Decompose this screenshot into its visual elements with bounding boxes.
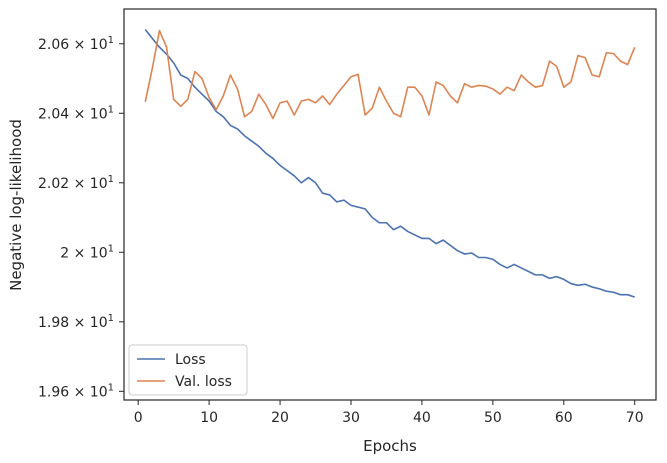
- x-axis: 0 10 20 30 40 50 60 70: [134, 400, 644, 426]
- y-tick-label: 2.04 × 101: [38, 104, 114, 122]
- series-line-val-loss: [144, 29, 636, 120]
- plot-frame: [123, 8, 657, 401]
- x-tick-label: 20: [271, 410, 289, 426]
- plot-lines: [144, 29, 636, 298]
- x-tick-label: 0: [134, 410, 143, 426]
- legend-label-loss: Loss: [175, 352, 206, 368]
- legend-box: [128, 344, 248, 396]
- series-line-loss: [144, 29, 635, 298]
- x-tick-label: 40: [413, 410, 431, 426]
- x-tick-label: 10: [200, 410, 218, 426]
- x-tick-label: 30: [342, 410, 360, 426]
- legend-label-val-loss: Val. loss: [175, 374, 232, 390]
- legend: Loss Val. loss: [128, 344, 248, 396]
- x-tick-label: 70: [626, 410, 644, 426]
- y-tick-label: 1.96 × 101: [38, 382, 114, 400]
- x-axis-label: Epochs: [363, 437, 417, 455]
- y-tick-label: 2.06 × 101: [38, 35, 114, 53]
- y-tick-label: 2.02 × 101: [38, 174, 114, 192]
- x-tick-label: 50: [484, 410, 502, 426]
- x-tick-label: 60: [555, 410, 573, 426]
- y-axis-label: Negative log-likelihood: [7, 119, 25, 291]
- y-tick-label: 1.98 × 101: [38, 313, 114, 331]
- y-tick-label: 2 × 101: [60, 243, 114, 261]
- y-axis: 1.96 × 101 1.98 × 101 2 × 101 2.02 × 101 2.0…: [38, 35, 124, 400]
